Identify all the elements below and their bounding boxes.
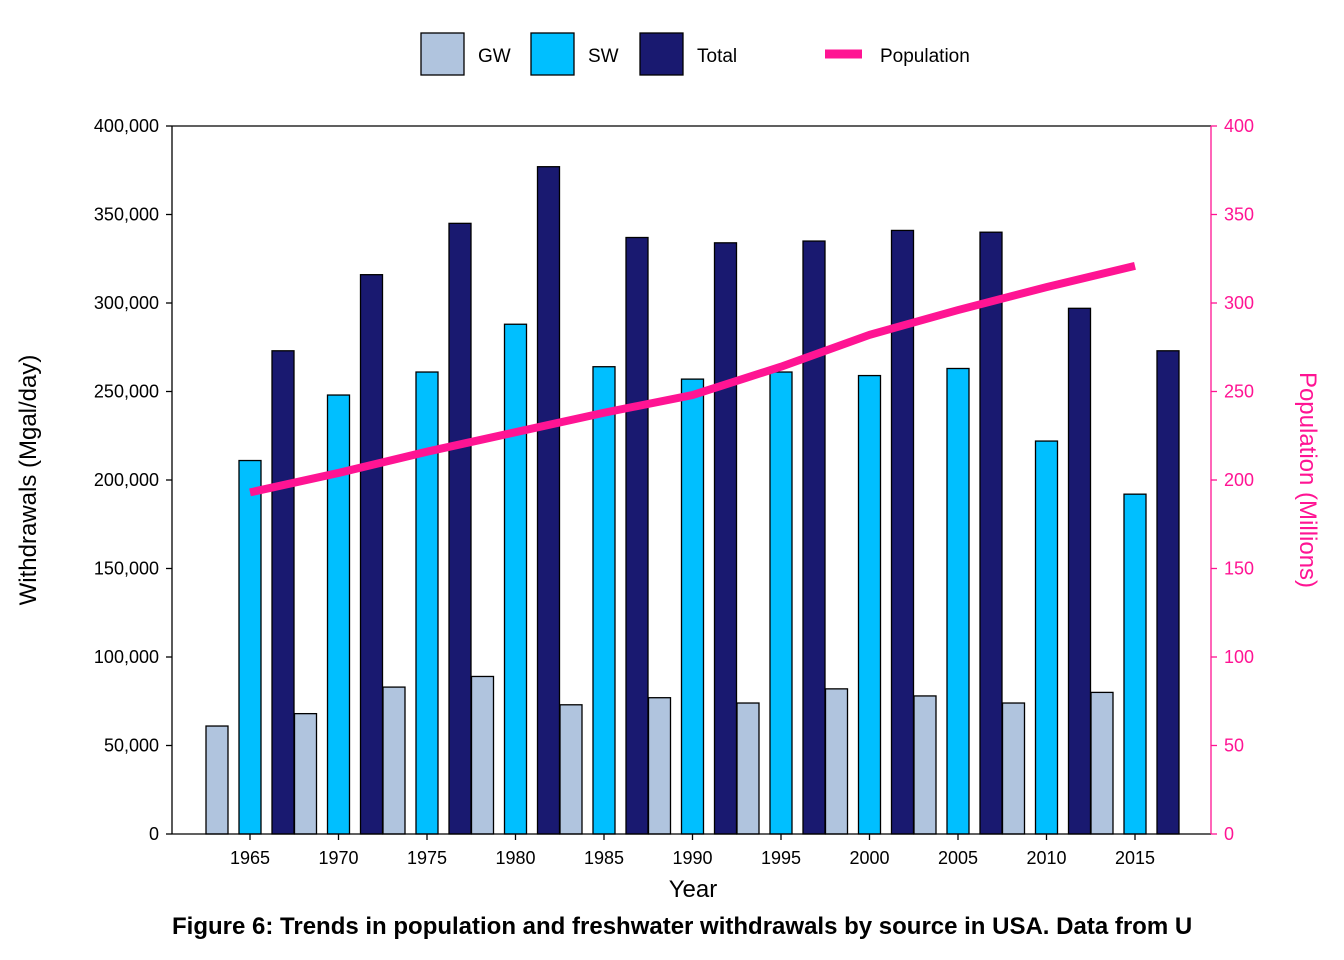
bar-total-1970 (359, 274, 384, 835)
x-tick-label: 2010 (1026, 848, 1066, 868)
y-tick-label: 350,000 (94, 205, 159, 225)
bar-gw-1970 (293, 712, 318, 835)
y-tick-label: 200,000 (94, 470, 159, 490)
y2-axis-title: Population (Millions) (1294, 372, 1321, 588)
x-axis-title: Year (669, 876, 718, 903)
y-tick-label: 50,000 (104, 736, 159, 756)
bar-total-1975 (448, 222, 472, 835)
bar-gw-1965 (205, 725, 229, 835)
y2-tick-label: 50 (1224, 736, 1244, 756)
bar-total-1995 (802, 240, 826, 835)
bar-gw-2015 (1090, 691, 1114, 835)
population-line-layer (249, 261, 1136, 497)
bars (205, 166, 1180, 835)
x-tick-label: 1980 (495, 848, 535, 868)
bar-total-2015 (1156, 350, 1180, 835)
x-tick-label: 1985 (584, 848, 624, 868)
x-tick-label: 1970 (318, 848, 358, 868)
y2-tick-label: 250 (1224, 382, 1254, 402)
bar-sw-1965 (238, 459, 262, 835)
y2-tick-label: 400 (1224, 116, 1254, 136)
bar-gw-2005 (913, 695, 937, 835)
legend-label-sw: SW (588, 46, 619, 67)
y2-tick-label: 200 (1224, 470, 1254, 490)
population-line (249, 261, 1136, 497)
x-tick-label: 2005 (938, 848, 978, 868)
bar-total-1990 (713, 242, 738, 835)
bar-sw-1985 (592, 366, 616, 835)
y2-tick-label: 150 (1224, 559, 1254, 579)
bar-gw-1980 (470, 675, 495, 835)
bar-sw-1980 (503, 323, 528, 835)
y-tick-label: 100,000 (94, 647, 159, 667)
bar-gw-2010 (1001, 702, 1026, 835)
bar-sw-1970 (326, 394, 351, 835)
legend-swatch-total (639, 32, 684, 76)
legend-label-total: Total (697, 46, 737, 67)
bar-sw-1975 (415, 371, 439, 835)
bar-sw-1995 (769, 371, 793, 835)
y-tick-label: 0 (149, 824, 159, 844)
y2-tick-label: 300 (1224, 293, 1254, 313)
bar-gw-1990 (647, 697, 672, 835)
bar-gw-2000 (824, 688, 849, 835)
legend-swatch-gw (420, 32, 465, 76)
bar-total-1985 (625, 236, 649, 835)
bar-gw-1995 (736, 702, 760, 835)
bar-total-1980 (536, 166, 561, 835)
bar-total-1965 (271, 350, 295, 835)
x-tick-label: 2000 (849, 848, 889, 868)
bar-sw-2010 (1034, 440, 1059, 835)
y-tick-label: 400,000 (94, 116, 159, 136)
bar-sw-2015 (1123, 493, 1147, 835)
legend-swatch-sw (530, 32, 575, 76)
y-axis-title: Withdrawals (Mgal/day) (15, 355, 42, 606)
y-tick-label: 150,000 (94, 559, 159, 579)
y2-tick-label: 0 (1224, 824, 1234, 844)
y2-tick-label: 100 (1224, 647, 1254, 667)
legend-label-population: Population (880, 46, 970, 67)
legend-label-gw: GW (478, 46, 511, 67)
x-tick-label: 2015 (1115, 848, 1155, 868)
y2-tick-label: 350 (1224, 205, 1254, 225)
y-tick-label: 300,000 (94, 293, 159, 313)
bar-gw-1985 (559, 704, 583, 835)
bar-total-2010 (1067, 307, 1092, 835)
x-tick-label: 1975 (407, 848, 447, 868)
bar-gw-1975 (382, 686, 406, 835)
axes: 0 50,000 100,000 150,000 200,000 250,000 300,0… (94, 116, 1254, 868)
bar-total-2005 (979, 231, 1003, 835)
legend: GW SW Total Population (420, 32, 970, 76)
x-tick-label: 1995 (761, 848, 801, 868)
bar-sw-1990 (680, 378, 705, 835)
bar-sw-2005 (946, 367, 970, 835)
figure-caption: Figure 6: Trends in population and fresh… (172, 913, 1193, 940)
x-tick-label: 1990 (672, 848, 712, 868)
y-tick-label: 250,000 (94, 382, 159, 402)
bar-sw-2000 (857, 374, 882, 835)
x-tick-label: 1965 (230, 848, 270, 868)
